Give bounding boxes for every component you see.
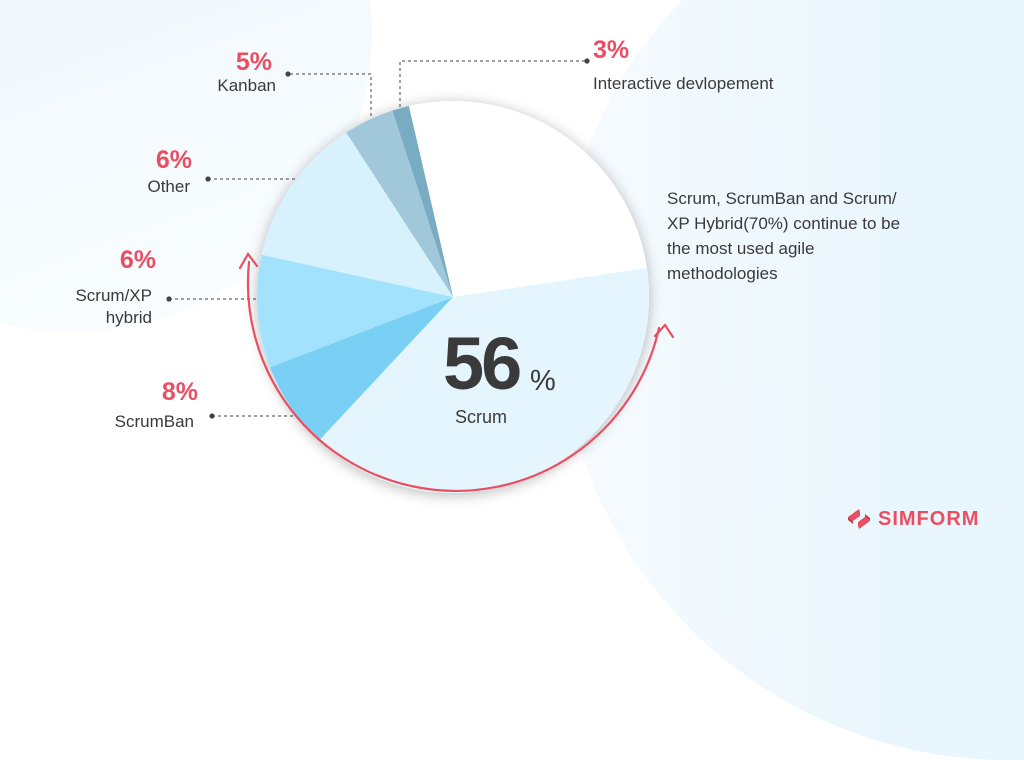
slice-kanban xyxy=(346,110,453,297)
arrow-head-left-icon xyxy=(238,252,259,270)
annotation-line-1: Scrum, ScrumBan and Scrum/ xyxy=(667,189,897,208)
simform-logo-icon xyxy=(848,509,870,529)
label-kanban-name: Kanban xyxy=(217,76,276,95)
arrow-head-right-icon xyxy=(653,323,675,339)
label-scrumban-name: ScrumBan xyxy=(114,412,194,431)
brand-name: SIMFORM xyxy=(878,508,980,530)
pie-chart xyxy=(166,58,675,493)
brand-logo: SIMFORM xyxy=(846,507,979,531)
leader-line-interactive xyxy=(399,60,585,112)
slice-scrumxp xyxy=(256,254,453,368)
label-other-pct: 6% xyxy=(155,146,192,174)
label-scrumban-pct: 8% xyxy=(161,378,198,406)
leader-line-kanban xyxy=(290,73,372,128)
label-interactive-pct: 3% xyxy=(593,36,630,64)
label-scrum-name: Scrum xyxy=(455,407,508,427)
slice-other xyxy=(261,132,453,297)
annotation-line-4: methodologies xyxy=(667,264,778,283)
annotation-line-3: the most used agile xyxy=(667,239,815,258)
label-interactive-name: Interactive devlopement xyxy=(593,74,774,93)
label-scrum-pct: 56 xyxy=(443,322,522,405)
slice-scrum xyxy=(319,268,649,493)
label-scrumxp-name-line1: Scrum/XP xyxy=(75,286,152,305)
pie-slices xyxy=(256,100,649,493)
label-scrumxp-pct: 6% xyxy=(119,246,156,274)
highlight-arc xyxy=(238,252,675,492)
label-kanban-pct: 5% xyxy=(235,48,272,76)
annotation-line-2: XP Hybrid(70%) continue to be xyxy=(667,214,901,233)
label-scrumxp-name-line2: hybrid xyxy=(105,308,152,327)
slice-scrumban xyxy=(270,297,453,441)
annotation-note: Scrum, ScrumBan and Scrum/ XP Hybrid(70%… xyxy=(667,186,1007,286)
leader-dots xyxy=(166,58,590,419)
slice-interactive xyxy=(392,106,453,297)
slice-remainder xyxy=(408,100,647,297)
label-scrum-pct-sign: % xyxy=(530,365,556,397)
label-other-name: Other xyxy=(147,177,190,196)
leader-lines xyxy=(169,60,585,417)
